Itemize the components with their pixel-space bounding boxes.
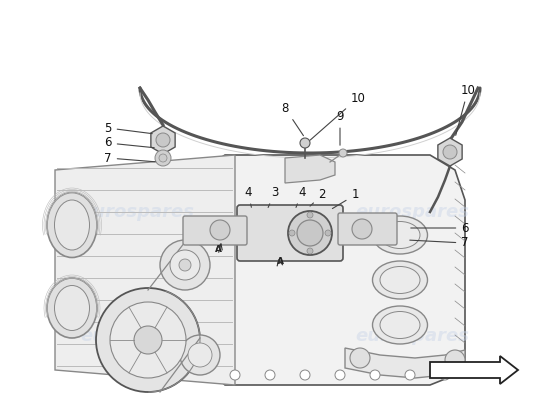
Text: 7: 7	[104, 152, 155, 164]
Circle shape	[339, 149, 347, 157]
Circle shape	[230, 370, 240, 380]
Text: 5: 5	[104, 122, 152, 134]
Circle shape	[265, 370, 275, 380]
Text: A: A	[214, 246, 222, 254]
Circle shape	[159, 154, 167, 162]
Text: eurospares: eurospares	[355, 203, 470, 221]
Ellipse shape	[47, 192, 97, 258]
Text: 10: 10	[310, 92, 365, 140]
Circle shape	[300, 138, 310, 148]
Circle shape	[180, 335, 220, 375]
Ellipse shape	[380, 222, 420, 248]
Circle shape	[335, 370, 345, 380]
FancyBboxPatch shape	[183, 216, 247, 245]
Circle shape	[160, 240, 210, 290]
FancyBboxPatch shape	[237, 205, 343, 261]
Polygon shape	[430, 356, 518, 384]
Circle shape	[156, 133, 170, 147]
Ellipse shape	[47, 278, 97, 338]
Text: eurospares: eurospares	[80, 327, 195, 345]
Polygon shape	[151, 126, 175, 154]
Circle shape	[155, 150, 171, 166]
Text: eurospares: eurospares	[355, 327, 470, 345]
Circle shape	[188, 343, 212, 367]
Text: 2: 2	[310, 188, 326, 206]
Ellipse shape	[372, 261, 427, 299]
Text: 4: 4	[296, 186, 306, 208]
Ellipse shape	[54, 200, 90, 250]
Circle shape	[179, 259, 191, 271]
Circle shape	[110, 302, 186, 378]
Text: 9: 9	[336, 110, 344, 145]
Circle shape	[370, 370, 380, 380]
Circle shape	[440, 370, 450, 380]
Ellipse shape	[380, 312, 420, 338]
Text: 6: 6	[411, 222, 469, 234]
Text: 1: 1	[332, 188, 359, 208]
Ellipse shape	[372, 306, 427, 344]
Ellipse shape	[54, 286, 90, 330]
Circle shape	[350, 348, 370, 368]
Polygon shape	[438, 138, 462, 166]
Circle shape	[443, 145, 457, 159]
FancyBboxPatch shape	[338, 213, 397, 245]
Circle shape	[307, 248, 313, 254]
Circle shape	[405, 370, 415, 380]
Circle shape	[297, 220, 323, 246]
Circle shape	[96, 288, 200, 392]
Text: 10: 10	[456, 84, 475, 135]
Polygon shape	[55, 155, 235, 385]
Text: 4: 4	[244, 186, 252, 207]
Circle shape	[288, 211, 332, 255]
Circle shape	[307, 212, 313, 218]
Ellipse shape	[372, 216, 427, 254]
Circle shape	[300, 370, 310, 380]
Text: 3: 3	[268, 186, 279, 208]
Text: A: A	[277, 258, 283, 266]
Polygon shape	[200, 155, 465, 385]
Circle shape	[325, 230, 331, 236]
Text: 6: 6	[104, 136, 154, 150]
Circle shape	[210, 220, 230, 240]
Circle shape	[134, 326, 162, 354]
Ellipse shape	[380, 266, 420, 294]
Circle shape	[445, 350, 465, 370]
Text: 7: 7	[410, 236, 469, 250]
Text: eurospares: eurospares	[80, 203, 195, 221]
Polygon shape	[285, 155, 335, 183]
Polygon shape	[345, 348, 465, 378]
Circle shape	[170, 250, 200, 280]
Text: 8: 8	[281, 102, 304, 136]
Circle shape	[289, 230, 295, 236]
Circle shape	[352, 219, 372, 239]
